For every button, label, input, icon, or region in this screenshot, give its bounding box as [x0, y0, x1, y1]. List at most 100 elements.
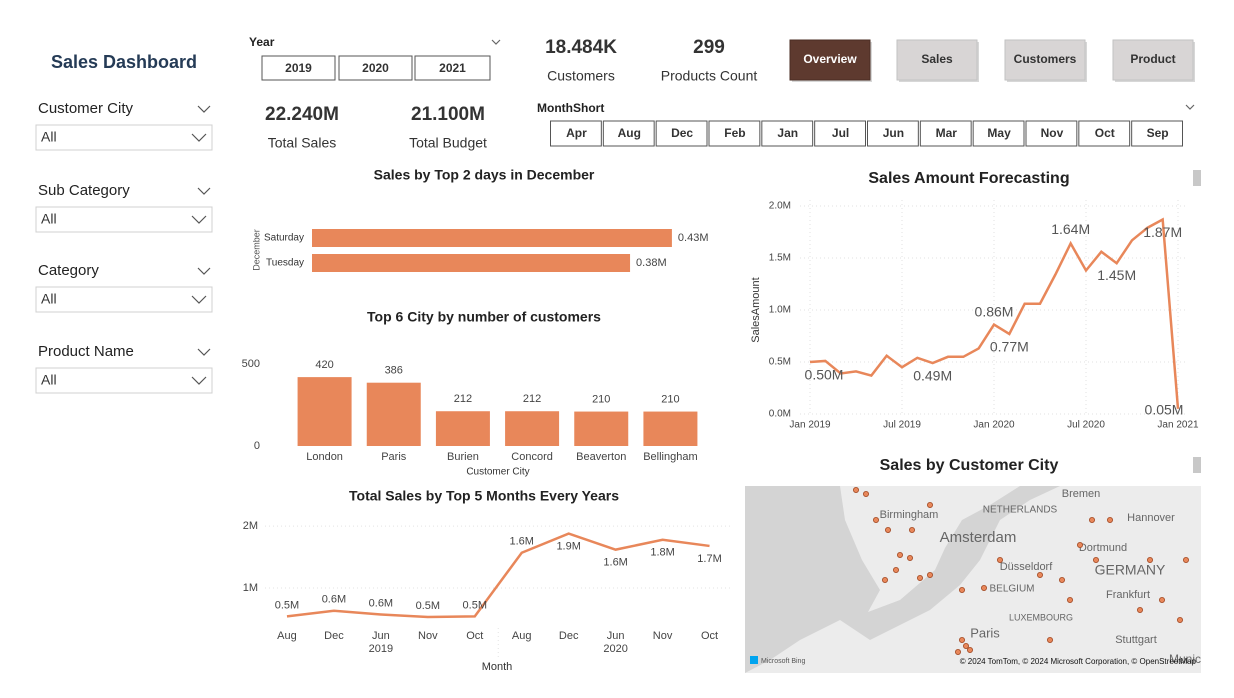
chevron[interactable] — [191, 295, 207, 304]
dropdown[interactable] — [35, 124, 213, 151]
map-point[interactable] — [885, 527, 892, 534]
value-label: 212 — [523, 393, 541, 405]
value-label: 386 — [385, 365, 403, 377]
map-point[interactable] — [1077, 542, 1084, 549]
map-sea — [745, 540, 820, 620]
chevron[interactable] — [197, 105, 211, 113]
chart-title: Top 6 City by number of customers — [367, 309, 601, 325]
map-point[interactable] — [893, 567, 900, 574]
map-point[interactable] — [927, 501, 934, 508]
chevron[interactable] — [191, 376, 207, 385]
map-point[interactable] — [1147, 557, 1154, 564]
month-option[interactable] — [550, 120, 602, 147]
map-point[interactable] — [981, 585, 988, 592]
month-option[interactable] — [1025, 120, 1078, 147]
map-point[interactable] — [1047, 637, 1054, 644]
month-option[interactable] — [867, 120, 919, 147]
chevron[interactable] — [191, 215, 207, 224]
bar — [312, 229, 672, 247]
dashboard-title: Sales Dashboard — [51, 52, 197, 72]
year-option-label: 2021 — [439, 61, 466, 75]
map-point[interactable] — [927, 572, 934, 579]
scrollbar[interactable] — [1193, 170, 1201, 186]
x-group-label: 2019 — [369, 643, 393, 655]
map-point[interactable] — [967, 647, 974, 654]
kpi-label: Products Count — [661, 68, 758, 84]
x-tick-label: Jun — [372, 630, 390, 642]
nav-button-label[interactable]: Product — [1130, 52, 1175, 66]
map-point[interactable] — [1093, 557, 1100, 564]
map-point[interactable] — [1107, 517, 1114, 524]
chevron[interactable] — [1185, 104, 1195, 110]
nav-button[interactable] — [789, 39, 871, 81]
month-option[interactable] — [761, 120, 814, 147]
map-point[interactable] — [1089, 517, 1096, 524]
map-label: Amsterdam — [940, 529, 1017, 546]
year-option[interactable] — [338, 55, 413, 81]
dropdown[interactable] — [35, 206, 213, 233]
map-point[interactable] — [1067, 597, 1074, 604]
chevron[interactable] — [197, 348, 211, 356]
map-label: Hannover — [1127, 512, 1175, 524]
map-point[interactable] — [863, 490, 870, 497]
month-option[interactable] — [602, 120, 655, 147]
chevron[interactable] — [197, 267, 211, 275]
map-point[interactable] — [873, 517, 880, 524]
map-point[interactable] — [959, 587, 966, 594]
map-point[interactable] — [1183, 557, 1190, 564]
map-point[interactable] — [997, 557, 1004, 564]
chevron[interactable] — [191, 133, 207, 142]
y-axis-title: December — [251, 229, 261, 271]
month-option[interactable] — [1078, 120, 1131, 147]
dropdown[interactable] — [35, 286, 213, 313]
month-option[interactable] — [814, 120, 867, 147]
x-tick-label: Jun — [607, 630, 625, 642]
map-point[interactable] — [1037, 572, 1044, 579]
map-point[interactable] — [1159, 597, 1166, 604]
month-option-label: May — [987, 126, 1011, 140]
nav-button[interactable] — [1112, 39, 1194, 81]
nav-button-label[interactable]: Sales — [921, 52, 953, 66]
map-point[interactable] — [1177, 617, 1184, 624]
filter-label: Sub Category — [38, 182, 130, 199]
map-point[interactable] — [959, 637, 966, 644]
x-tick-label: Bellingham — [643, 451, 697, 463]
map-point[interactable] — [963, 643, 970, 650]
map-point[interactable] — [853, 486, 860, 493]
year-option[interactable] — [414, 55, 491, 81]
scrollbar[interactable] — [1193, 457, 1201, 473]
value-label: 1.7M — [697, 553, 721, 565]
map-point[interactable] — [1059, 577, 1066, 584]
chevron[interactable] — [491, 39, 501, 45]
map-point[interactable] — [897, 552, 904, 559]
value-label: 1.6M — [603, 557, 627, 569]
nav-button[interactable] — [1004, 39, 1086, 81]
map-point[interactable] — [1137, 607, 1144, 614]
month-option[interactable] — [919, 120, 972, 147]
kpi-label: Total Sales — [268, 135, 336, 151]
chevron[interactable] — [197, 187, 211, 195]
month-option-label: Aug — [618, 126, 641, 140]
map-point[interactable] — [907, 555, 914, 562]
map-point[interactable] — [909, 527, 916, 534]
map-label: LUXEMBOURG — [1009, 612, 1073, 622]
month-option[interactable] — [972, 120, 1025, 147]
map-point[interactable] — [882, 577, 889, 584]
month-option[interactable] — [655, 120, 708, 147]
value-label: 0.05M — [1145, 402, 1184, 418]
month-option[interactable] — [708, 120, 761, 147]
nav-button-label[interactable]: Customers — [1014, 52, 1077, 66]
nav-button[interactable] — [896, 39, 978, 81]
year-option[interactable] — [261, 55, 336, 81]
dropdown-value: All — [41, 211, 57, 227]
map-point[interactable] — [955, 649, 962, 656]
chart-title: Sales Amount Forecasting — [868, 170, 1069, 187]
dropdown[interactable] — [35, 367, 213, 394]
bar — [366, 382, 421, 446]
map-point[interactable] — [917, 575, 924, 582]
nav-button-label[interactable]: Overview — [803, 52, 857, 66]
x-tick-label: Dec — [559, 630, 579, 642]
value-label: 0.86M — [975, 303, 1014, 319]
bar — [643, 411, 698, 446]
month-option[interactable] — [1131, 120, 1183, 147]
